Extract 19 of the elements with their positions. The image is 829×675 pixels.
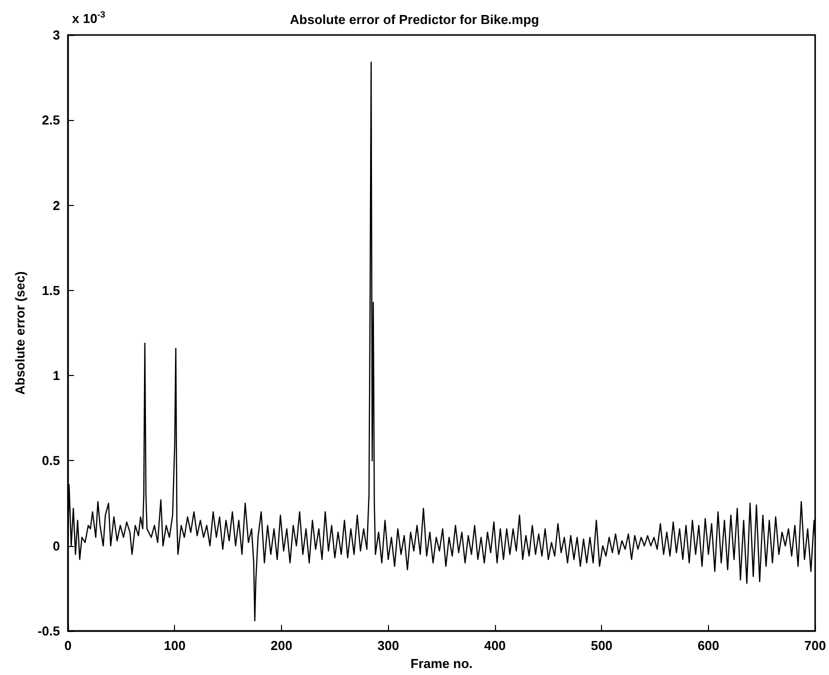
x-tick-label: 200	[270, 638, 292, 653]
chart-title: Absolute error of Predictor for Bike.mpg	[290, 12, 540, 27]
y-tick-label: 0.5	[42, 453, 60, 468]
x-tick-label: 700	[804, 638, 826, 653]
y-tick-label: 2	[52, 198, 60, 213]
x-axis-title: Frame no.	[410, 656, 473, 671]
y-tick-label: 1	[52, 368, 60, 384]
x-tick-label: 500	[590, 638, 613, 653]
y-tick-label: 2.5	[42, 112, 60, 128]
x-tick-label: 600	[698, 638, 720, 653]
y-axis-title: Absolute error (sec)	[12, 271, 28, 395]
x-tick-label: 300	[377, 638, 400, 653]
x-tick-label: 100	[164, 638, 186, 653]
x-tick-label: 400	[484, 638, 506, 653]
y-tick-label: 0	[52, 538, 60, 554]
y-tick-label: 1.5	[42, 282, 60, 298]
x-tick-label: 0	[64, 638, 72, 653]
y-tick-label: -0.5	[38, 624, 60, 638]
y-tick-label: 3	[52, 28, 60, 42]
